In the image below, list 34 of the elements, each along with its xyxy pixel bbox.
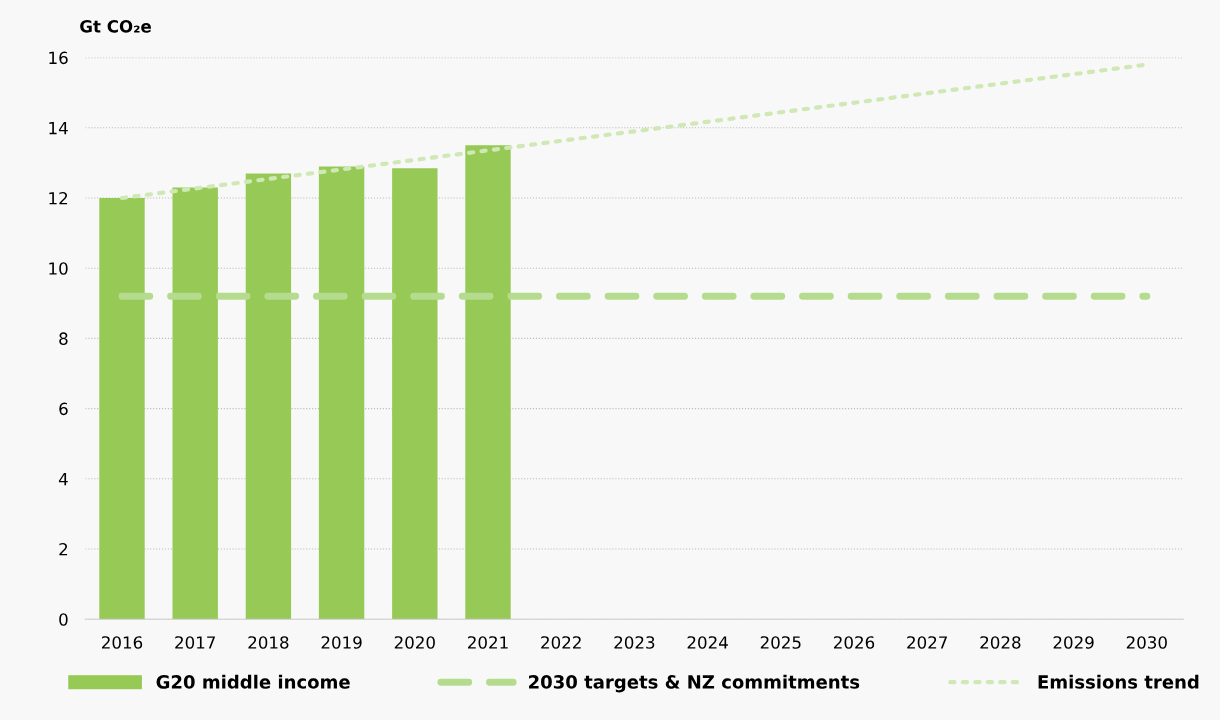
bar (99, 198, 145, 620)
x-tick-label: 2018 (248, 636, 289, 649)
y-tick-label: 4 (58, 472, 68, 486)
bar (318, 166, 365, 620)
x-tick-label: 2026 (834, 636, 875, 649)
y-tick-label: 12 (49, 191, 68, 205)
x-tick-label: 2016 (102, 636, 143, 649)
y-tick-label: 16 (49, 51, 68, 65)
bar (465, 145, 511, 620)
x-tick-label: 2024 (687, 636, 728, 649)
x-tick-label: 2030 (1126, 636, 1167, 649)
x-tick-label: 2025 (760, 636, 801, 649)
x-tick-label: 2020 (394, 636, 435, 649)
y-tick-label: 10 (49, 262, 68, 275)
bar (392, 168, 438, 620)
x-tick-label: 2023 (614, 636, 655, 649)
x-tick-label: 2021 (468, 636, 508, 649)
y-tick-label: 2 (59, 542, 68, 556)
x-tick-label: 2022 (541, 636, 581, 649)
bar (172, 187, 218, 620)
y-tick-label: 0 (59, 613, 68, 626)
legend-label: 2030 targets & NZ commitments (529, 674, 860, 693)
legend-label: Emissions trend (1038, 674, 1199, 689)
y-tick-label: 8 (59, 332, 68, 345)
x-tick-label: 2028 (980, 636, 1021, 649)
x-tick-label: 2017 (175, 636, 215, 649)
x-tick-label: 2027 (907, 636, 947, 649)
y-axis-title: Gt CO₂e (80, 20, 151, 33)
y-tick-label: 14 (49, 121, 68, 135)
bar (245, 173, 292, 620)
legend-label: G20 middle income (156, 674, 350, 689)
x-tick-label: 2029 (1053, 636, 1094, 649)
y-tick-label: 6 (59, 402, 68, 416)
x-tick-label: 2019 (321, 636, 362, 649)
